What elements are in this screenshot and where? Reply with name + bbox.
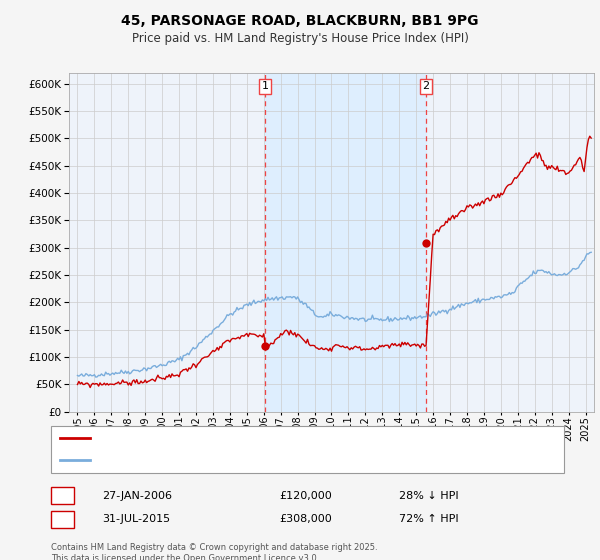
Text: Contains HM Land Registry data © Crown copyright and database right 2025.
This d: Contains HM Land Registry data © Crown c… <box>51 543 377 560</box>
Text: 2: 2 <box>422 81 430 91</box>
Bar <box>265 73 426 412</box>
Text: £120,000: £120,000 <box>279 491 332 501</box>
Text: £308,000: £308,000 <box>279 514 332 524</box>
Text: 31-JUL-2015: 31-JUL-2015 <box>102 514 170 524</box>
Text: 28% ↓ HPI: 28% ↓ HPI <box>399 491 458 501</box>
Text: HPI: Average price, detached house, Blackburn with Darwen: HPI: Average price, detached house, Blac… <box>96 455 397 465</box>
Text: 27-JAN-2006: 27-JAN-2006 <box>102 491 172 501</box>
Text: 45, PARSONAGE ROAD, BLACKBURN, BB1 9PG (detached house): 45, PARSONAGE ROAD, BLACKBURN, BB1 9PG (… <box>96 433 417 444</box>
Text: Price paid vs. HM Land Registry's House Price Index (HPI): Price paid vs. HM Land Registry's House … <box>131 32 469 45</box>
Text: 2: 2 <box>59 512 66 526</box>
Text: 45, PARSONAGE ROAD, BLACKBURN, BB1 9PG: 45, PARSONAGE ROAD, BLACKBURN, BB1 9PG <box>121 14 479 28</box>
Text: 72% ↑ HPI: 72% ↑ HPI <box>399 514 458 524</box>
Text: 1: 1 <box>262 81 268 91</box>
Text: 1: 1 <box>59 489 66 502</box>
